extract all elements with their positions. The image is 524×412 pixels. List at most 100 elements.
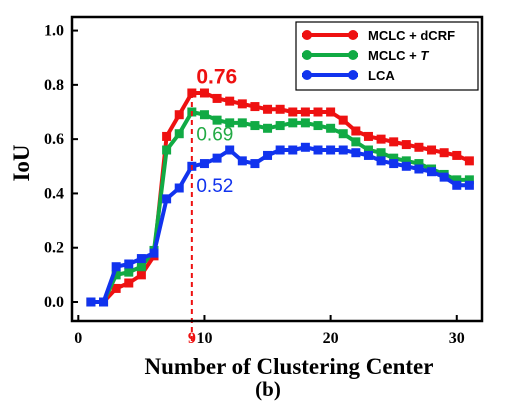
series-2-point bbox=[414, 159, 424, 169]
series-2-point bbox=[275, 121, 285, 131]
legend-label: LCA bbox=[368, 68, 395, 83]
series-2-point bbox=[338, 129, 348, 139]
legend-swatch-marker bbox=[348, 50, 358, 60]
y-axis-label: IoU bbox=[9, 144, 34, 181]
series-3-point bbox=[111, 262, 121, 272]
series-2-point bbox=[376, 148, 386, 158]
series-3-point bbox=[401, 161, 411, 171]
series-3-point bbox=[136, 254, 146, 264]
series-1-point bbox=[427, 145, 437, 155]
series-3-point bbox=[174, 183, 184, 193]
series-3-point bbox=[300, 142, 310, 152]
series-2-point bbox=[225, 118, 235, 128]
series-1-point bbox=[452, 150, 462, 160]
series-2-point bbox=[389, 153, 399, 163]
series-3-point bbox=[376, 156, 386, 166]
series-3-point bbox=[263, 150, 273, 160]
series-2-point bbox=[136, 262, 146, 272]
series-1-point bbox=[111, 283, 121, 293]
series-1-point bbox=[389, 137, 399, 147]
series-1-point bbox=[326, 107, 336, 117]
value-annotation: 0.52 bbox=[196, 176, 233, 197]
series-1-point bbox=[124, 278, 134, 288]
series-1-point bbox=[338, 115, 348, 125]
series-1-point bbox=[237, 99, 247, 109]
series-1-point bbox=[351, 126, 361, 136]
series-1-point bbox=[376, 134, 386, 144]
series-2-point bbox=[326, 123, 336, 133]
series-3-point bbox=[225, 145, 235, 155]
y-tick-label: 0.0 bbox=[44, 294, 64, 311]
optimal-k-label: 9 bbox=[188, 330, 196, 347]
series-1-point bbox=[414, 142, 424, 152]
series-2-point bbox=[464, 175, 474, 185]
legend-swatch-marker bbox=[348, 30, 358, 40]
series-1-point bbox=[136, 270, 146, 280]
series-2-point bbox=[162, 145, 172, 155]
series-2-point bbox=[199, 110, 209, 120]
series-2-point bbox=[363, 145, 373, 155]
series-3-point bbox=[414, 164, 424, 174]
value-annotation: 0.76 bbox=[196, 66, 237, 89]
y-tick-label: 0.2 bbox=[44, 240, 64, 257]
series-2-point bbox=[288, 118, 298, 128]
series-3-point bbox=[363, 150, 373, 160]
series-1-point bbox=[199, 88, 209, 98]
series-line-2 bbox=[90, 110, 470, 304]
legend-swatch-marker bbox=[302, 50, 312, 60]
value-annotation: 0.69 bbox=[196, 125, 233, 146]
series-1-point bbox=[401, 140, 411, 150]
series-1-point bbox=[162, 131, 172, 141]
plot-frame bbox=[70, 15, 484, 323]
series-1-point bbox=[275, 104, 285, 114]
series-1-point bbox=[300, 107, 310, 117]
y-tick-label: 1.0 bbox=[44, 23, 64, 40]
series-1-point bbox=[464, 156, 474, 166]
series-1-point bbox=[263, 104, 273, 114]
series-1-point bbox=[313, 107, 323, 117]
series-2-point bbox=[250, 121, 260, 131]
series-3-point bbox=[199, 159, 209, 169]
series-2-point bbox=[313, 121, 323, 131]
figure-caption: (b) bbox=[255, 377, 281, 401]
series-3-point bbox=[275, 145, 285, 155]
y-tick-label: 0.4 bbox=[44, 185, 64, 202]
series-1-point bbox=[439, 148, 449, 158]
series-3-point bbox=[288, 145, 298, 155]
series-3-point bbox=[86, 297, 96, 307]
series-2-point bbox=[237, 118, 247, 128]
series-2-point bbox=[452, 175, 462, 185]
series-3-point bbox=[326, 145, 336, 155]
series-3-point bbox=[149, 248, 159, 258]
series-3-point bbox=[389, 159, 399, 169]
series-2-point bbox=[263, 123, 273, 133]
series-2-point bbox=[300, 118, 310, 128]
series-2-point bbox=[401, 156, 411, 166]
x-axis-label: Number of Clustering Center bbox=[145, 354, 434, 379]
series-3-point bbox=[338, 145, 348, 155]
x-tick-label: 10 bbox=[196, 330, 212, 347]
series-3-point bbox=[237, 156, 247, 166]
series-3-point bbox=[439, 172, 449, 182]
series-3-point bbox=[250, 159, 260, 169]
series-3-point bbox=[351, 148, 361, 158]
series-3-point bbox=[464, 180, 474, 190]
legend-swatch-marker bbox=[302, 70, 312, 80]
legend-swatch-marker bbox=[302, 30, 312, 40]
series-2-point bbox=[111, 270, 121, 280]
series-2-point bbox=[124, 267, 134, 277]
x-tick-label: 30 bbox=[449, 330, 465, 347]
x-tick-label: 20 bbox=[323, 330, 339, 347]
series-1-point bbox=[250, 102, 260, 112]
series-3-point bbox=[124, 259, 134, 269]
legend-label: MCLC + dCRF bbox=[368, 28, 455, 43]
series-3-point bbox=[162, 194, 172, 204]
series-3-point bbox=[99, 297, 109, 307]
series-2-point bbox=[174, 129, 184, 139]
series-2-point bbox=[212, 115, 222, 125]
series-1-point bbox=[174, 110, 184, 120]
y-tick-label: 0.6 bbox=[44, 131, 64, 148]
series-3-point bbox=[452, 180, 462, 190]
series-1-point bbox=[225, 96, 235, 106]
